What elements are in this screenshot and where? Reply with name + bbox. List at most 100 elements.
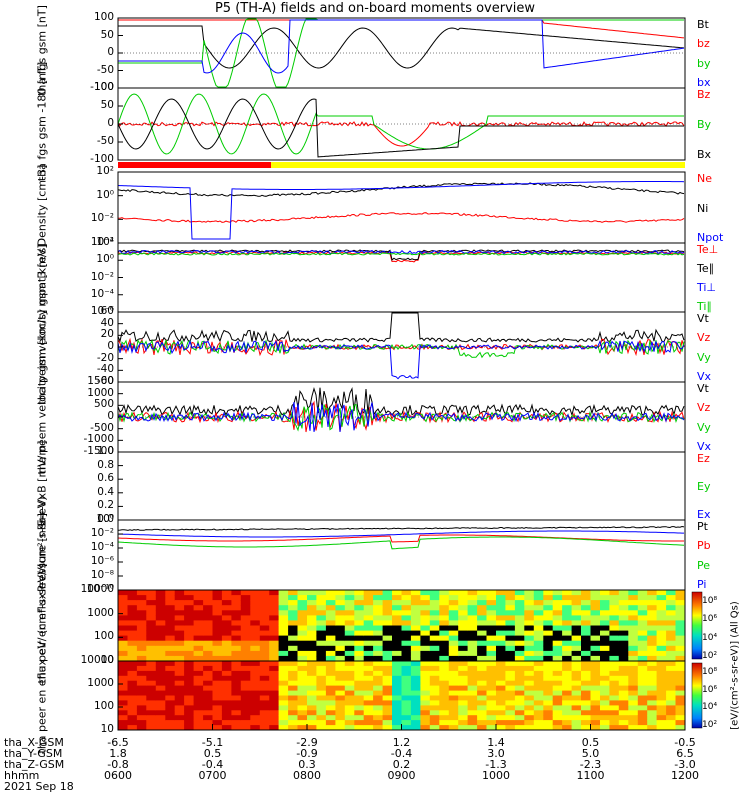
spectrogram-cell: [609, 595, 620, 601]
spectrogram-cell: [269, 685, 280, 691]
spectrogram-cell: [410, 725, 421, 731]
spectrogram-cell: [184, 625, 194, 632]
spectrogram-cell: [373, 680, 383, 687]
spectrogram-cell: [155, 600, 166, 606]
spectrogram-cell: [155, 715, 166, 721]
spectrogram-cell: [146, 715, 157, 721]
spectrogram-cell: [325, 645, 336, 652]
spectrogram-cell: [647, 600, 658, 606]
spectrogram-cell: [307, 635, 317, 642]
spectrogram-cell: [231, 661, 242, 667]
spectrogram-cell: [600, 635, 610, 642]
spectrogram-cell: [666, 670, 676, 677]
spectrogram-cell: [382, 685, 393, 691]
spectrogram-cell: [524, 695, 535, 701]
spectrogram-cell: [439, 680, 450, 687]
spectrogram-cell: [146, 705, 157, 711]
spectrogram-cell: [666, 725, 676, 731]
spectrogram-cell: [628, 695, 639, 701]
spectrogram-cell: [543, 655, 554, 662]
spectrogram-cell: [581, 665, 591, 672]
spectrogram-cell: [533, 710, 544, 716]
y-tick-label: 1000: [87, 677, 114, 689]
spectrogram-cell: [221, 690, 232, 696]
spectrogram-cell: [269, 625, 280, 632]
spectrogram-cell: [533, 615, 544, 621]
spectrogram-cell: [448, 710, 459, 716]
panel-temperature: [117, 242, 686, 313]
legend-temperature-1: Te∥: [697, 262, 715, 275]
spectrogram-cell: [297, 720, 308, 726]
spectrogram-cell: [325, 675, 336, 682]
spectrogram-cell: [448, 610, 459, 616]
spectrogram-cell: [524, 590, 535, 596]
spectrogram-cell: [609, 710, 620, 716]
spectrogram-cell: [571, 620, 582, 626]
spectrogram-cell: [458, 600, 469, 606]
spectrogram-cell: [552, 720, 563, 726]
spectrogram-cell: [533, 705, 544, 711]
spectrogram-cell: [259, 680, 270, 687]
spectrogram-cell: [373, 610, 383, 616]
spectrogram-cell: [609, 630, 620, 637]
spectrogram-cell: [278, 605, 289, 611]
spectrogram-cell: [562, 610, 572, 616]
spectrogram-cell: [628, 705, 639, 711]
spectrogram-cell: [250, 655, 261, 662]
spectrogram-cell: [505, 635, 516, 642]
spectrogram-cell: [231, 635, 242, 642]
spectrogram-cell: [259, 635, 270, 642]
spectrogram-cell: [647, 635, 658, 642]
legend-temperature-3: Ti∥: [697, 300, 712, 313]
spectrogram-cell: [392, 720, 402, 726]
spectrogram-cell: [259, 685, 270, 691]
spectrogram-cell: [571, 610, 582, 616]
spectrogram-cell: [477, 635, 487, 642]
spectrogram-cell: [288, 700, 298, 706]
spectrogram-cell: [259, 605, 270, 611]
spectrogram-cell: [392, 605, 402, 611]
spectrogram-cell: [136, 675, 147, 682]
spectrogram-cell: [420, 725, 431, 731]
spectrogram-cell: [571, 685, 582, 691]
spectrogram-cell: [637, 675, 648, 682]
spectrogram-cell: [609, 661, 620, 667]
spectrogram-cell: [429, 590, 440, 596]
footer-date: 2021 Sep 18: [4, 780, 74, 793]
spectrogram-cell: [297, 605, 308, 611]
spectrogram-cell: [458, 640, 469, 647]
spectrogram-cell: [288, 665, 298, 672]
spectrogram-cell: [675, 715, 686, 721]
frame-peim-velocity: [117, 311, 686, 383]
spectrogram-cell: [335, 655, 346, 662]
y-tick-label: 0: [107, 340, 114, 352]
spectrogram-cell: [410, 665, 421, 672]
spectrogram-cell: [458, 615, 469, 621]
footer-value: -6.5: [107, 736, 129, 749]
spectrogram-cell: [552, 650, 563, 657]
spectrogram-cell: [269, 620, 280, 626]
spectrogram-cell: [533, 661, 544, 667]
spectrogram-cell: [221, 655, 232, 662]
spectrogram-cell: [496, 700, 506, 706]
spectrogram-cell: [524, 630, 535, 637]
spectrogram-cell: [174, 630, 185, 637]
spectrogram-cell: [212, 705, 223, 711]
frame-fgs-lowres: [117, 87, 686, 161]
spectrogram-cell: [212, 635, 223, 642]
spectrogram-cell: [335, 630, 346, 637]
spectrogram-cell: [335, 700, 346, 706]
spectrogram-cell: [666, 615, 676, 621]
spectrogram-cell: [467, 600, 478, 606]
spectrogram-cell: [335, 595, 346, 601]
colorbar-tick: 10⁴: [702, 632, 718, 643]
spectrogram-cell: [231, 605, 242, 611]
spectrogram-cell: [174, 685, 185, 691]
spectrogram-cell: [552, 590, 563, 596]
spectrogram-cell: [146, 600, 157, 606]
spectrogram-cell: [420, 620, 431, 626]
spectrogram-cell: [524, 615, 535, 621]
spectrogram-cell: [562, 620, 572, 626]
spectrogram-cell: [127, 680, 138, 687]
